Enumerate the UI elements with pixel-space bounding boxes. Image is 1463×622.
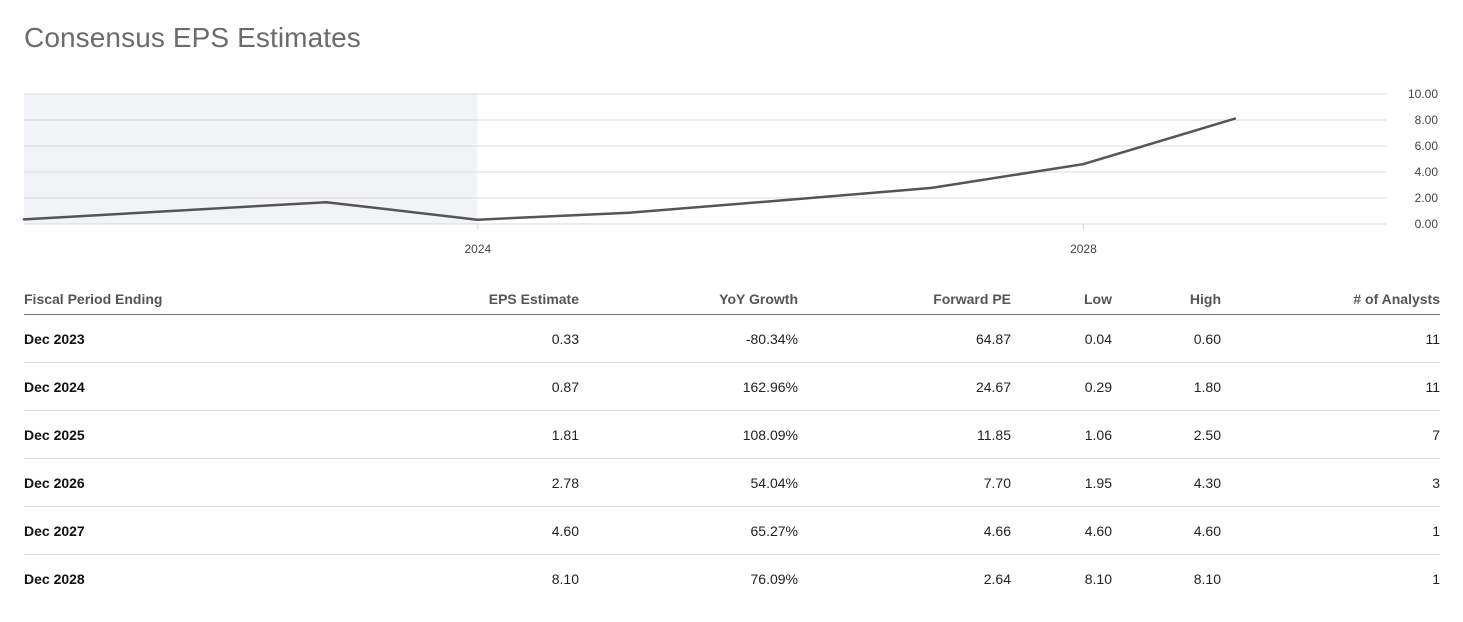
header-yoy-growth[interactable]: YoY Growth — [579, 283, 798, 315]
header-low[interactable]: Low — [1011, 283, 1112, 315]
low-cell: 1.06 — [1011, 410, 1112, 459]
table-row: Dec 2028 8.10 76.09% 2.64 8.10 8.10 1 — [24, 555, 1440, 603]
eps-data-point — [476, 218, 479, 221]
y-tick-label: 8.00 — [1415, 113, 1439, 127]
eps-data-point — [627, 211, 631, 214]
y-tick-label: 4.00 — [1415, 165, 1439, 179]
y-tick-label: 10.00 — [1408, 87, 1438, 101]
eps-estimate-cell: 8.10 — [551, 570, 579, 587]
eps-data-point — [324, 200, 328, 204]
historical-period-band — [24, 94, 478, 224]
table-row: Dec 2027 4.60 65.27% 4.66 4.60 4.60 1 — [24, 506, 1440, 555]
eps-estimate-cell: 2.78 — [224, 458, 579, 507]
eps-data-point — [1081, 163, 1085, 166]
fiscal-period-cell: Dec 2027 — [24, 506, 224, 555]
high-cell: 0.60 — [1112, 314, 1221, 363]
high-cell: 4.60 — [1112, 506, 1221, 555]
num-analysts-cell: 3 — [1221, 458, 1440, 507]
header-num-analysts[interactable]: # of Analysts — [1221, 283, 1440, 315]
y-tick-label: 2.00 — [1415, 191, 1439, 205]
num-analysts-cell: 7 — [1221, 410, 1440, 459]
num-analysts-cell: 1 — [1432, 570, 1440, 587]
y-tick-label: 0.00 — [1415, 217, 1439, 231]
eps-data-point — [930, 186, 933, 190]
table-row: Dec 2026 2.78 54.04% 7.70 1.95 4.30 3 — [24, 458, 1440, 507]
forward-pe-cell: 11.85 — [798, 410, 1011, 459]
forward-pe-cell: 2.64 — [983, 570, 1011, 587]
header-forward-pe[interactable]: Forward PE — [798, 283, 1011, 315]
header-high[interactable]: High — [1112, 283, 1221, 315]
x-tick-label: 2024 — [465, 242, 492, 256]
forward-pe-cell: 7.70 — [798, 458, 1011, 507]
eps-data-point — [1233, 117, 1236, 120]
table-row: Dec 2025 1.81 108.09% 11.85 1.06 2.50 7 — [24, 410, 1440, 459]
low-cell: 0.29 — [1011, 362, 1112, 411]
y-tick-label: 6.00 — [1415, 139, 1439, 153]
eps-series-line — [22, 117, 1236, 221]
page-title: Consensus EPS Estimates — [24, 22, 361, 53]
header-fiscal-period[interactable]: Fiscal Period Ending — [24, 283, 224, 315]
high-cell: 2.50 — [1112, 410, 1221, 459]
eps-estimate-cell: 0.87 — [224, 362, 579, 411]
forward-pe-cell: 24.67 — [798, 362, 1011, 411]
fiscal-period-cell: Dec 2024 — [24, 362, 224, 411]
table-header-row: Fiscal Period Ending EPS Estimate YoY Gr… — [24, 283, 1440, 315]
yoy-growth-cell: 76.09% — [750, 570, 798, 587]
high-cell: 4.30 — [1112, 458, 1221, 507]
header-eps-estimate[interactable]: EPS Estimate — [224, 283, 579, 315]
eps-estimates-table: Fiscal Period Ending EPS Estimate YoY Gr… — [24, 283, 1440, 602]
num-analysts-cell: 11 — [1221, 362, 1440, 411]
eps-estimate-cell: 4.60 — [224, 506, 579, 555]
low-cell: 8.10 — [1084, 570, 1112, 587]
num-analysts-cell: 1 — [1221, 506, 1440, 555]
fiscal-period-cell: Dec 2026 — [24, 458, 224, 507]
eps-line-chart: 0.00 2.00 4.00 6.00 8.00 10.00 2024 2028 — [22, 87, 1439, 256]
low-cell: 4.60 — [1011, 506, 1112, 555]
eps-estimate-cell: 0.33 — [224, 314, 579, 363]
eps-estimate-cell: 1.81 — [224, 410, 579, 459]
yoy-growth-cell: 162.96% — [579, 362, 798, 411]
eps-data-point — [779, 199, 782, 202]
table-row: Dec 2024 0.87 162.96% 24.67 0.29 1.80 11 — [24, 362, 1440, 411]
eps-data-point — [22, 218, 26, 221]
fiscal-period-cell: Dec 2023 — [24, 314, 224, 363]
fiscal-period-cell: Dec 2028 — [24, 570, 85, 587]
yoy-growth-cell: 108.09% — [579, 410, 798, 459]
yoy-growth-cell: 54.04% — [579, 458, 798, 507]
num-analysts-cell: 11 — [1221, 314, 1440, 363]
fiscal-period-cell: Dec 2025 — [24, 410, 224, 459]
table-row: Dec 2023 0.33 -80.34% 64.87 0.04 0.60 11 — [24, 314, 1440, 363]
forward-pe-cell: 4.66 — [798, 506, 1011, 555]
forward-pe-cell: 64.87 — [798, 314, 1011, 363]
x-tick-label: 2028 — [1070, 242, 1097, 256]
high-cell: 8.10 — [1193, 570, 1221, 587]
low-cell: 1.95 — [1011, 458, 1112, 507]
yoy-growth-cell: -80.34% — [579, 314, 798, 363]
low-cell: 0.04 — [1011, 314, 1112, 363]
high-cell: 1.80 — [1112, 362, 1221, 411]
yoy-growth-cell: 65.27% — [579, 506, 798, 555]
